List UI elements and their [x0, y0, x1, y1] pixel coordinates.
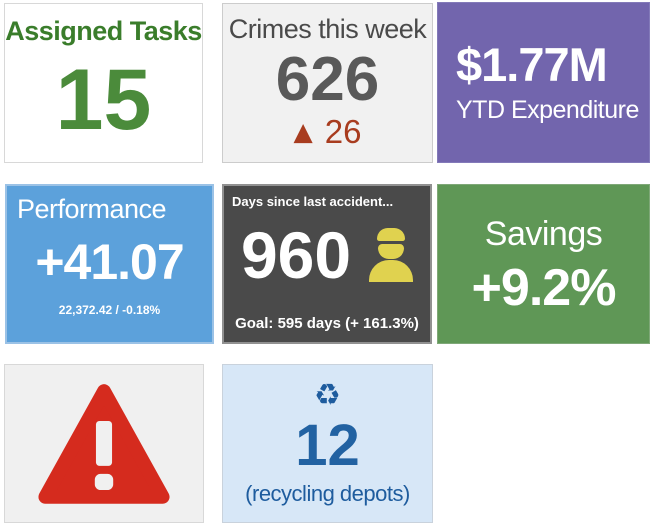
warning-triangle-icon: [38, 383, 170, 504]
tile-days-since-accident: Days since last accident... 960 Goal: 59…: [222, 184, 432, 344]
tile-performance: Performance +41.07 22,372.42 / -0.18%: [5, 184, 214, 344]
tile-alert: [4, 364, 204, 523]
crimes-delta-value: 26: [324, 113, 362, 150]
safety-body: 960: [224, 222, 430, 288]
assigned-tasks-value: 15: [55, 51, 152, 148]
savings-title: Savings: [484, 214, 603, 253]
safety-value: 960: [240, 218, 352, 292]
savings-value: +9.2%: [471, 258, 617, 317]
crimes-title: Crimes this week: [228, 14, 427, 44]
tile-savings: Savings +9.2%: [437, 184, 650, 344]
tile-recycling-depots: ♻ 12 (recycling depots): [222, 364, 433, 523]
performance-value: +41.07: [35, 234, 184, 290]
safety-title: Days since last accident...: [232, 194, 394, 209]
assigned-tasks-title: Assigned Tasks: [5, 16, 202, 46]
tile-crimes-this-week: Crimes this week 626 ▲ 26: [222, 3, 433, 163]
increase-triangle-icon: ▲: [293, 117, 313, 146]
tile-ytd-expenditure: $1.77M YTD Expenditure: [437, 2, 650, 163]
performance-title: Performance: [17, 194, 167, 224]
recycling-label: (recycling depots): [245, 480, 410, 506]
tile-assigned-tasks: Assigned Tasks 15: [4, 3, 203, 163]
crimes-value: 626: [275, 45, 380, 114]
performance-detail: 22,372.42 / -0.18%: [58, 303, 161, 317]
safety-goal: Goal: 595 days (+ 161.3%): [235, 315, 419, 332]
recycling-value: 12: [295, 412, 360, 478]
worker-icon: [369, 228, 414, 282]
crimes-delta: ▲ 26: [223, 115, 432, 148]
expenditure-label: YTD Expenditure: [456, 96, 639, 125]
performance-body: +41.07 22,372.42 / -0.18%: [7, 212, 212, 342]
expenditure-value: $1.77M: [456, 37, 608, 91]
recycling-icon: ♻: [314, 377, 341, 413]
